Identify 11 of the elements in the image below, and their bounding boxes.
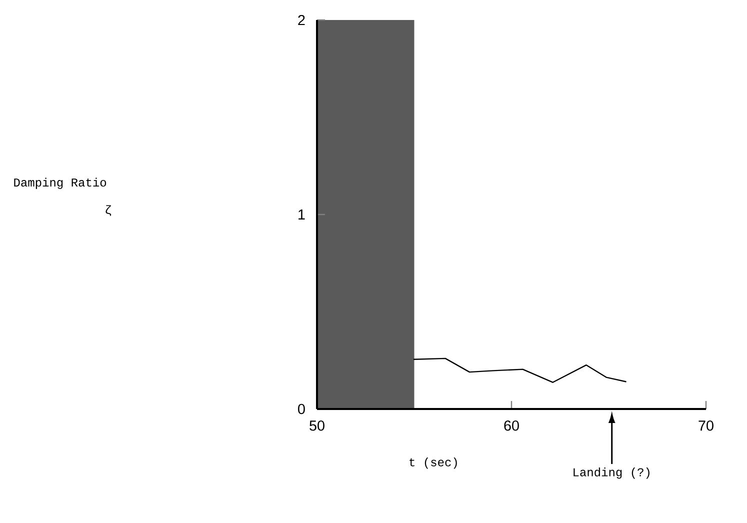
text: ζ [106,205,112,216]
x-tick-label: 70 [698,420,714,431]
x-axis-title: t (sec) [410,458,457,469]
y-tick-label: 1 [298,210,305,220]
x-tick-label: 60 [504,420,519,431]
y-tick-label: 0 [298,404,305,414]
text: Damping Ratio [14,178,106,189]
y-tick-label: 2 [298,14,305,26]
line-series [412,358,627,383]
text: Landing (?) [574,468,650,479]
x-tick-label: 50 [310,420,324,431]
